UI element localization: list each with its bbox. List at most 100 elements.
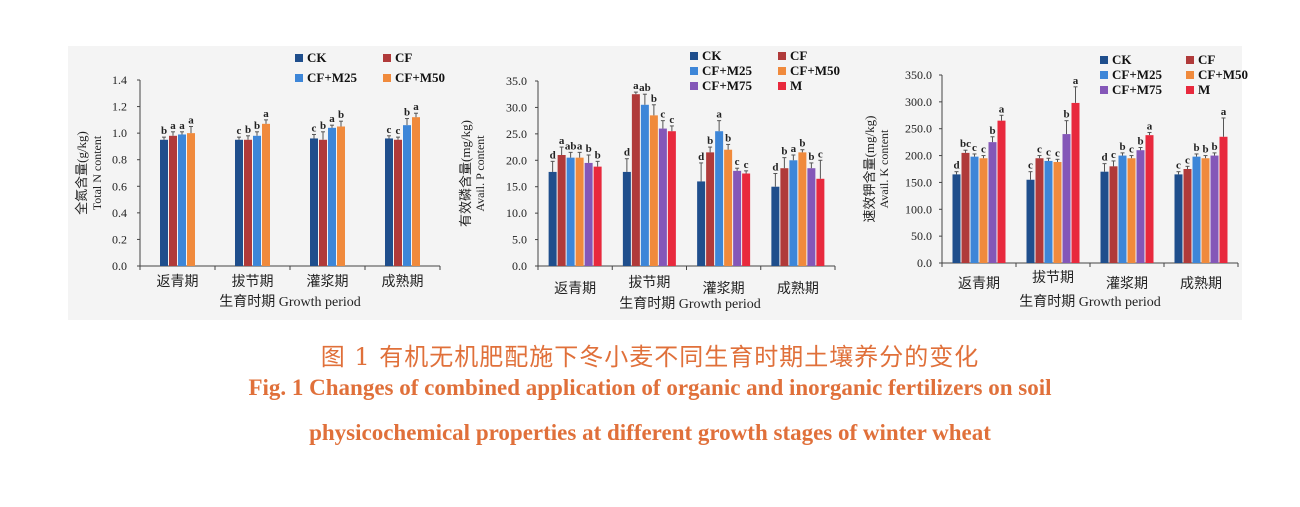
bar <box>235 139 243 266</box>
bar <box>1100 171 1109 263</box>
legend-label: CF+M25 <box>307 70 358 85</box>
y-tick-label: 300.0 <box>905 95 932 109</box>
bar <box>169 135 177 266</box>
bar <box>724 149 733 266</box>
bar <box>244 139 252 266</box>
significance-letter: c <box>1185 154 1190 166</box>
legend-label: M <box>1198 82 1210 97</box>
significance-letter: c <box>1111 149 1116 161</box>
x-category-label: 成熟期 <box>1180 276 1222 292</box>
legend-label: CF <box>395 50 412 65</box>
bar <box>548 171 557 266</box>
significance-letter: c <box>237 125 242 137</box>
significance-letter: b <box>1193 142 1199 154</box>
x-axis-title: 生育时期 Growth period <box>219 294 361 310</box>
y-tick-label: 20.0 <box>506 153 527 167</box>
bar <box>649 115 658 266</box>
significance-letter: c <box>387 124 392 136</box>
bar <box>807 168 816 266</box>
figure-caption-english-line1: Fig. 1 Changes of combined application o… <box>248 375 1052 400</box>
bar <box>952 174 961 263</box>
significance-letter: a <box>559 135 565 147</box>
bar <box>667 131 676 266</box>
significance-letter: b <box>707 135 713 147</box>
bar <box>394 139 402 266</box>
figure-caption-chinese: 图 1 有机无机肥配施下冬小麦不同生育时期土壤养分的变化 <box>320 343 980 371</box>
bar <box>1035 158 1044 263</box>
significance-letter: d <box>698 151 704 163</box>
bar <box>575 157 584 266</box>
significance-letter: ab <box>565 140 577 152</box>
legend-swatch <box>1186 86 1194 94</box>
bar <box>988 142 997 263</box>
significance-letter: c <box>1176 160 1181 172</box>
x-category-label: 灌浆期 <box>1106 276 1148 292</box>
bar <box>319 139 327 266</box>
bar <box>328 127 336 266</box>
significance-letter: b <box>595 149 601 161</box>
bar <box>1026 179 1035 263</box>
bar <box>566 157 575 266</box>
y-axis-title-cn: 全氮含量(g/kg) <box>74 131 89 215</box>
legend-swatch <box>778 52 786 60</box>
legend-swatch <box>690 52 698 60</box>
bar <box>253 135 261 266</box>
significance-letter: b <box>781 146 787 158</box>
x-category-label: 灌浆期 <box>307 274 349 290</box>
bar <box>789 160 798 266</box>
bar <box>1219 136 1228 263</box>
legend-swatch <box>1100 71 1108 79</box>
x-axis-title: 生育时期 Growth period <box>1019 294 1161 310</box>
bar <box>798 152 807 266</box>
bar <box>733 170 742 266</box>
significance-letter: b <box>989 125 995 137</box>
bar <box>1210 155 1219 263</box>
bar <box>640 104 649 267</box>
bar <box>403 125 411 267</box>
y-axis-title-en: Avail. P content <box>473 135 487 212</box>
y-tick-label: 0.0 <box>917 256 932 270</box>
significance-letter: b <box>1137 136 1143 148</box>
y-tick-label: 0.0 <box>512 259 527 273</box>
bar <box>310 138 318 266</box>
significance-letter: bc <box>960 138 971 150</box>
significance-letter: a <box>633 80 639 92</box>
y-tick-label: 25.0 <box>506 127 527 141</box>
bar <box>1118 155 1127 263</box>
legend-swatch <box>778 82 786 90</box>
significance-letter: d <box>772 162 778 174</box>
significance-letter: d <box>1101 152 1107 164</box>
legend-label: CF+M50 <box>395 70 445 85</box>
significance-letter: c <box>669 114 674 126</box>
legend-swatch <box>383 74 391 82</box>
x-category-label: 灌浆期 <box>703 281 745 297</box>
legend-label: CF+M25 <box>1112 67 1163 82</box>
significance-letter: d <box>550 149 556 161</box>
legend-swatch <box>690 82 698 90</box>
significance-letter: b <box>338 109 344 121</box>
bar <box>412 117 420 266</box>
bar <box>1145 135 1154 263</box>
significance-letter: a <box>716 109 722 121</box>
y-axis-title-cn: 有效磷含量(mg/kg) <box>458 120 473 227</box>
significance-letter: b <box>320 120 326 132</box>
bar <box>1192 156 1201 263</box>
legend-label: M <box>790 78 802 93</box>
legend-label: CF+M50 <box>790 63 840 78</box>
x-axis-title: 生育时期 Growth period <box>619 296 761 312</box>
significance-letter: a <box>179 120 185 132</box>
significance-letter: b <box>1202 144 1208 156</box>
legend-label: CF+M75 <box>1112 82 1163 97</box>
significance-letter: a <box>791 143 797 155</box>
y-tick-label: 0.0 <box>112 259 127 273</box>
bar <box>961 152 970 263</box>
y-tick-label: 30.0 <box>506 100 527 114</box>
y-tick-label: 1.4 <box>112 73 127 87</box>
y-tick-label: 1.0 <box>112 126 127 140</box>
legend-label: CF+M75 <box>702 78 753 93</box>
x-category-label: 返青期 <box>958 276 1000 292</box>
significance-letter: c <box>660 109 665 121</box>
significance-letter: c <box>312 122 317 134</box>
y-tick-label: 1.2 <box>112 100 127 114</box>
